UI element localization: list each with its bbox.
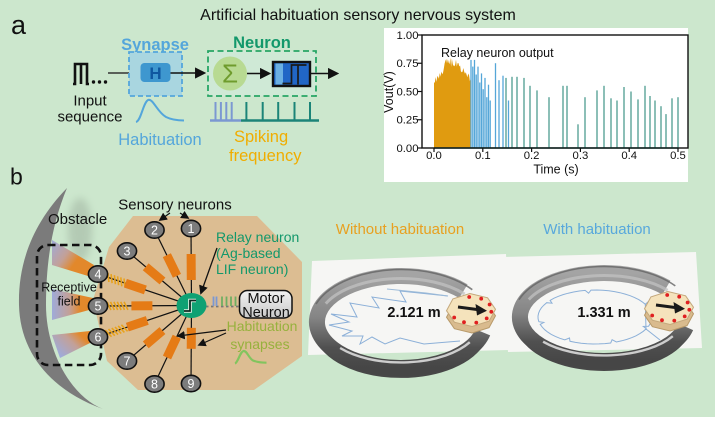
svg-text:Habituation: Habituation — [227, 318, 298, 334]
svg-text:Receptive: Receptive — [41, 281, 97, 295]
svg-text:0.2: 0.2 — [524, 150, 540, 162]
svg-text:0.4: 0.4 — [621, 150, 637, 162]
svg-text:Without habituation: Without habituation — [336, 221, 464, 238]
svg-text:0.50: 0.50 — [397, 86, 419, 98]
svg-text:a: a — [11, 10, 27, 40]
svg-text:3: 3 — [124, 244, 131, 258]
svg-text:Time (s): Time (s) — [533, 163, 578, 177]
svg-text:(Ag-based: (Ag-based — [216, 245, 281, 261]
svg-text:Obstacle: Obstacle — [48, 211, 107, 228]
svg-text:9: 9 — [188, 377, 195, 391]
svg-text:2: 2 — [151, 223, 158, 237]
svg-text:LIF neuron): LIF neuron) — [216, 261, 288, 277]
svg-text:Relay neuron: Relay neuron — [216, 229, 299, 245]
svg-text:Neuron: Neuron — [233, 34, 291, 52]
svg-text:5: 5 — [95, 299, 102, 313]
svg-text:Σ: Σ — [222, 59, 238, 89]
svg-text:Synapse: Synapse — [121, 36, 189, 54]
svg-text:b: b — [10, 164, 23, 190]
svg-text:synapses: synapses — [230, 336, 289, 352]
svg-text:Sensory neurons: Sensory neurons — [118, 197, 231, 214]
svg-text:sequence: sequence — [57, 109, 122, 126]
svg-text:H: H — [149, 64, 161, 83]
svg-text:0.00: 0.00 — [397, 143, 419, 155]
svg-text:1: 1 — [188, 222, 195, 236]
svg-text:2.121 m: 2.121 m — [387, 305, 440, 321]
svg-text:0.3: 0.3 — [573, 150, 589, 162]
svg-text:8: 8 — [151, 377, 158, 391]
svg-text:0.1: 0.1 — [475, 150, 491, 162]
svg-text:4: 4 — [95, 267, 102, 281]
svg-text:7: 7 — [124, 354, 131, 368]
svg-text:Relay neuron output: Relay neuron output — [441, 46, 554, 60]
svg-text:Vout(V): Vout(V) — [382, 71, 396, 113]
svg-text:1.00: 1.00 — [397, 30, 419, 42]
svg-text:0.5: 0.5 — [670, 150, 686, 162]
svg-text:frequency: frequency — [229, 147, 302, 165]
svg-text:field: field — [58, 295, 81, 309]
svg-text:Neuron: Neuron — [242, 305, 290, 321]
svg-text:Habituation: Habituation — [118, 131, 201, 149]
svg-text:1.331 m: 1.331 m — [577, 305, 630, 321]
svg-text:0.75: 0.75 — [397, 58, 419, 70]
svg-text:Motor: Motor — [247, 291, 284, 307]
svg-text:Input: Input — [73, 93, 107, 110]
svg-text:6: 6 — [95, 330, 102, 344]
svg-text:0.0: 0.0 — [426, 150, 442, 162]
svg-text:With habituation: With habituation — [543, 221, 651, 238]
svg-text:0.25: 0.25 — [397, 115, 419, 127]
svg-text:Spiking: Spiking — [234, 128, 288, 146]
svg-text:Artificial habituation sensory: Artificial habituation sensory nervous s… — [200, 7, 516, 24]
